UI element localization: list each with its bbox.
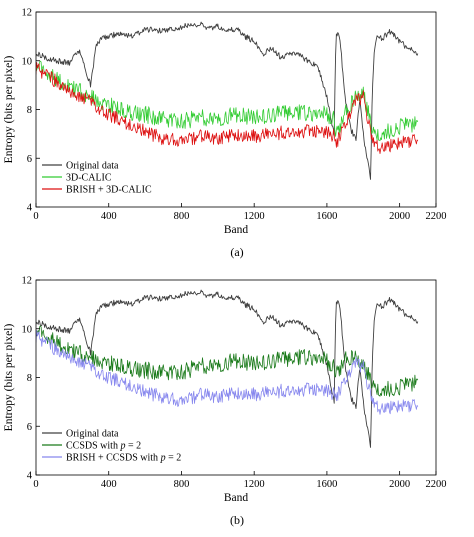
x-tick-label: 1600 <box>316 479 337 490</box>
y-tick-label: 12 <box>22 276 33 287</box>
series-line-1 <box>36 21 419 180</box>
chart-panel-b: 0 400 800 1200 1600 2000 2200 4 6 8 10 12 Band Entrop… <box>0 268 474 537</box>
y-tick-label: 8 <box>27 105 32 116</box>
x-tick-label: 800 <box>174 479 190 490</box>
legend-entry: Original data <box>66 161 119 172</box>
x-tick-label: 1600 <box>316 211 337 222</box>
entropy-chart-a: 0 400 800 1200 1600 2000 2200 4 6 8 10 12 Band Entrop… <box>3 8 447 237</box>
x-tick-label: 1200 <box>244 479 265 490</box>
y-axis-label: Entropy (bits per pixel) <box>3 324 15 432</box>
series-line-3 <box>36 62 419 155</box>
y-tick-label: 6 <box>27 422 32 433</box>
entropy-chart-b: 0 400 800 1200 1600 2000 2200 4 6 8 10 12 Band Entrop… <box>3 276 447 505</box>
x-tick-label: 0 <box>33 479 38 490</box>
x-tick-label: 2000 <box>389 211 410 222</box>
series-line-1 <box>36 289 419 448</box>
plot-area <box>36 21 419 180</box>
x-tick-label: 2000 <box>389 479 410 490</box>
x-axis-label: Band <box>224 492 249 504</box>
y-tick-label: 6 <box>27 154 32 165</box>
legend-entry: BRISH + 3D-CALIC <box>66 185 152 196</box>
x-tick-label: 2200 <box>426 479 447 490</box>
caption-a: (a) <box>230 245 244 259</box>
x-tick-label: 1200 <box>244 211 265 222</box>
chart-panel-a: 0 400 800 1200 1600 2000 2200 4 6 8 10 12 Band Entrop… <box>0 0 474 268</box>
caption-b: (b) <box>230 513 244 527</box>
legend-entry: BRISH + CCSDS with p = 2 <box>66 453 181 464</box>
y-tick-label: 4 <box>27 471 33 482</box>
y-tick-label: 10 <box>22 56 33 67</box>
y-tick-label: 12 <box>22 8 33 19</box>
y-axis-label: Entropy (bits per pixel) <box>3 56 15 164</box>
y-tick-label: 4 <box>27 203 33 214</box>
x-tick-label: 0 <box>33 211 38 222</box>
y-tick-label: 10 <box>22 324 33 335</box>
x-tick-label: 400 <box>101 211 117 222</box>
legend-entry: Original data <box>66 429 119 440</box>
x-tick-label: 400 <box>101 479 117 490</box>
plot-area <box>36 289 419 448</box>
legend-entry: CCSDS with p = 2 <box>66 441 141 452</box>
series-line-3 <box>36 330 419 415</box>
x-tick-label: 2200 <box>426 211 447 222</box>
x-tick-label: 800 <box>174 211 190 222</box>
series-line-2 <box>36 325 419 397</box>
legend-entry: 3D-CALIC <box>66 173 112 184</box>
x-axis-label: Band <box>224 224 249 236</box>
y-tick-label: 8 <box>27 373 32 384</box>
